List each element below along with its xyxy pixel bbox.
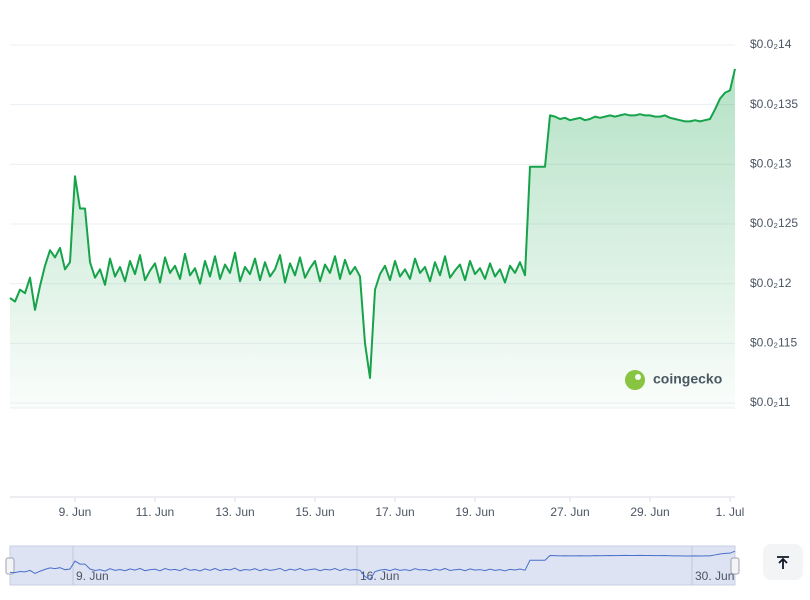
y-tick-label: $0.0₂125 — [750, 216, 798, 230]
x-tick-label: 19. Jun — [455, 505, 494, 519]
x-tick-label: 9. Jun — [59, 505, 92, 519]
navigator-handle-right[interactable] — [730, 557, 740, 575]
navigator-line — [9, 550, 736, 581]
x-tick-label: 17. Jun — [375, 505, 414, 519]
x-tick-label: 27. Jun — [550, 505, 589, 519]
navigator-label: 30. Jun — [695, 569, 734, 583]
navigator-handle-left[interactable] — [5, 557, 15, 575]
price-line — [9, 68, 736, 379]
navigator-label: 16. Jun — [360, 569, 399, 583]
navigator-label: 9. Jun — [76, 569, 109, 583]
y-tick-label: $0.0₂14 — [750, 37, 792, 51]
button-icon — [777, 556, 789, 569]
y-tick-label: $0.0₂12 — [750, 276, 792, 290]
x-tick-label: 15. Jun — [295, 505, 334, 519]
x-tick-label: 1. Jul — [716, 505, 745, 519]
y-tick-label: $0.0₂115 — [750, 336, 797, 350]
x-tick-label: 13. Jun — [215, 505, 254, 519]
scroll-top-button[interactable] — [763, 544, 803, 580]
area — [10, 68, 735, 409]
y-tick-label: $0.0₂13 — [750, 157, 792, 171]
x-tick-label: 11. Jun — [136, 505, 174, 519]
y-tick-label: $0.0₂11 — [750, 395, 791, 409]
y-tick-label: $0.0₂135 — [750, 97, 798, 111]
x-tick-label: 29. Jun — [630, 505, 669, 519]
